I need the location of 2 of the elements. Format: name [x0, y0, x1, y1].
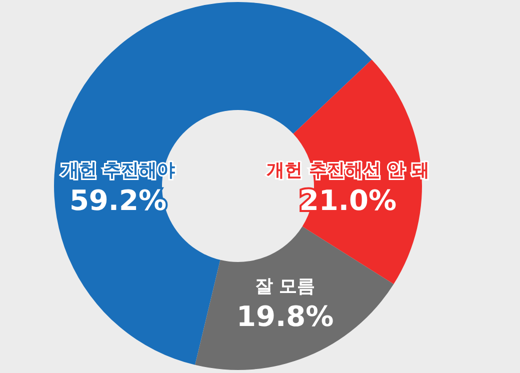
data-label: 19.8% — [236, 300, 334, 333]
slice-label: 잘 모름 — [254, 276, 316, 297]
